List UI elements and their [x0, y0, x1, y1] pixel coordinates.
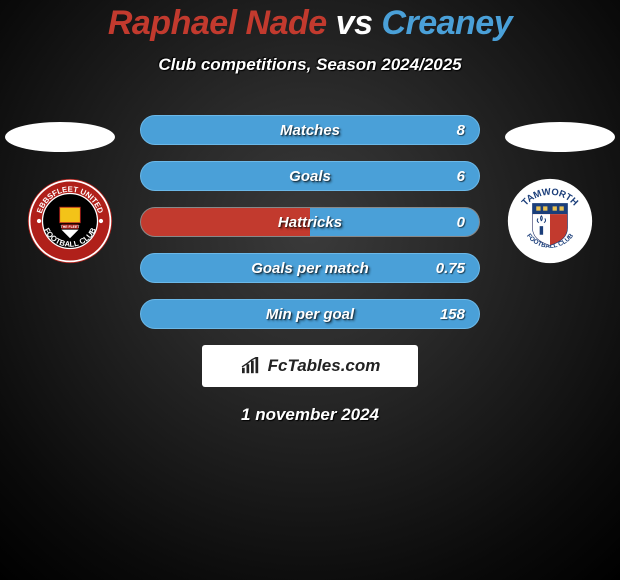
svg-text:THE FLEET: THE FLEET — [61, 225, 81, 229]
stat-row: Hattricks 0 — [140, 207, 480, 237]
branding-text: FcTables.com — [268, 356, 381, 376]
bar-chart-icon — [240, 357, 262, 375]
avatar-placeholder-left — [5, 122, 115, 152]
stat-row: Goals 6 — [140, 161, 480, 191]
stat-value-right: 158 — [440, 306, 465, 323]
club-badge-right: TAMWORTH FOOTBALL CLUB — [507, 178, 593, 264]
stat-value-right: 8 — [457, 122, 465, 139]
stat-row: Goals per match 0.75 — [140, 253, 480, 283]
stat-label: Min per goal — [266, 306, 354, 323]
stat-label: Hattricks — [278, 214, 342, 231]
stat-row: Matches 8 — [140, 115, 480, 145]
stat-value-right: 6 — [457, 168, 465, 185]
vs-text: vs — [336, 4, 373, 42]
stat-row: Min per goal 158 — [140, 299, 480, 329]
branding-box: FcTables.com — [202, 345, 418, 387]
stat-label: Goals — [289, 168, 331, 185]
date-text: 1 november 2024 — [0, 405, 620, 425]
stat-value-right: 0.75 — [436, 260, 465, 277]
avatar-placeholder-right — [505, 122, 615, 152]
title: Raphael Nade vs Creaney — [0, 0, 620, 43]
content: Raphael Nade vs Creaney Club competition… — [0, 0, 620, 580]
stat-label: Matches — [280, 122, 340, 139]
player-right-name: Creaney — [381, 4, 512, 42]
stat-label: Goals per match — [251, 260, 369, 277]
club-badge-left: EBBSFLEET UNITED FOOTBALL CLUB THE FLEET — [27, 178, 113, 264]
player-left-name: Raphael Nade — [108, 4, 327, 42]
subtitle: Club competitions, Season 2024/2025 — [0, 55, 620, 75]
stat-value-right: 0 — [457, 214, 465, 231]
